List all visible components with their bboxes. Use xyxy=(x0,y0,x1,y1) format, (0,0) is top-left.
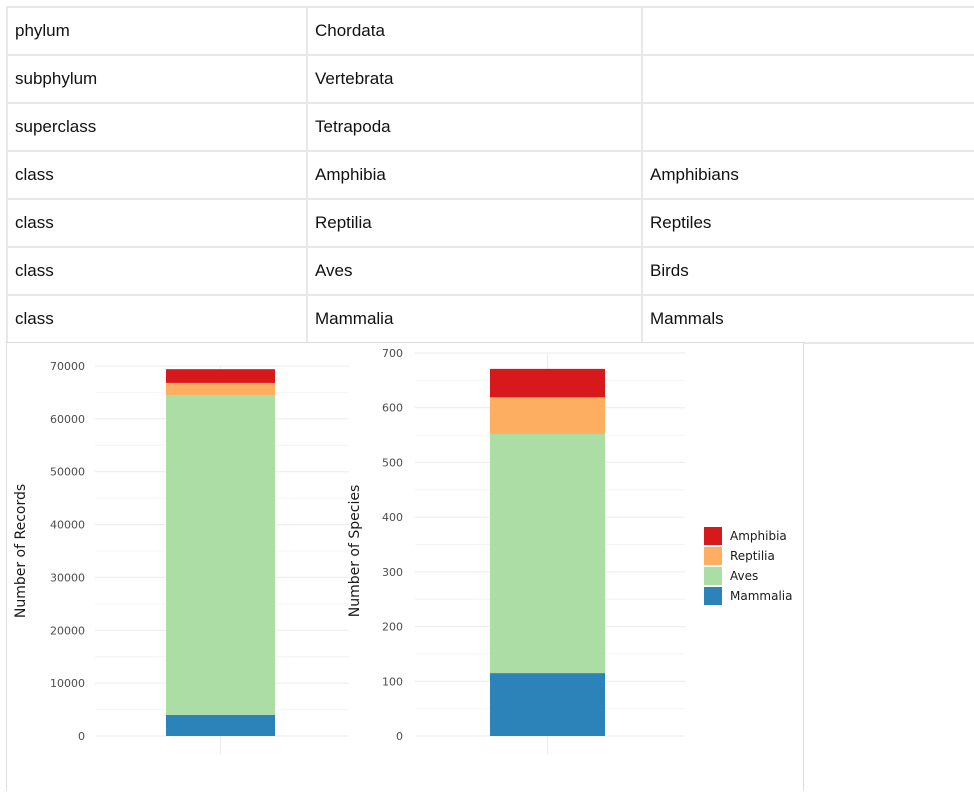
taxon-name-cell: Chordata xyxy=(306,6,643,56)
y-axis-title: Number of Records xyxy=(13,484,29,618)
table-row: class Amphibia Amphibians xyxy=(6,150,974,200)
common-name-cell: Amphibians xyxy=(641,150,974,200)
rank-cell: phylum xyxy=(6,6,308,56)
legend-label: Reptilia xyxy=(730,549,775,563)
taxon-name-cell: Aves xyxy=(306,246,643,296)
y-tick-label: 60000 xyxy=(50,413,85,426)
bar-segment-reptilia xyxy=(490,397,605,434)
taxon-name-cell: Mammalia xyxy=(306,294,643,344)
common-name-cell: Birds xyxy=(641,246,974,296)
y-tick-label: 20000 xyxy=(50,624,85,637)
y-tick-label: 50000 xyxy=(50,466,85,479)
legend: Amphibia Reptilia Aves Mammalia xyxy=(704,527,792,605)
taxon-name-cell: Tetrapoda xyxy=(306,102,643,152)
legend-swatch-aves xyxy=(704,567,722,585)
bar-segment-amphibia xyxy=(166,369,275,383)
legend-label: Amphibia xyxy=(730,529,787,543)
legend-swatch-amphibia xyxy=(704,527,722,545)
table-row: class Aves Birds xyxy=(6,246,974,296)
rank-cell: class xyxy=(6,246,308,296)
charts-canvas: 0 10000 20000 30000 40000 50000 60000 70000 Numb… xyxy=(13,347,792,754)
table-row: superclass Tetrapoda xyxy=(6,102,974,152)
legend-label: Aves xyxy=(730,569,758,583)
legend-swatch-reptilia xyxy=(704,547,722,565)
y-tick-label: 40000 xyxy=(50,519,85,532)
legend-swatch-mammalia xyxy=(704,587,722,605)
y-tick-label: 400 xyxy=(382,511,403,524)
table-row: class Reptilia Reptiles xyxy=(6,198,974,248)
y-tick-label: 600 xyxy=(382,402,403,415)
rank-cell: class xyxy=(6,294,308,344)
common-name-cell: Mammals xyxy=(641,294,974,344)
chart-panel-1: 0 10000 20000 30000 40000 50000 60000 70000 Numb… xyxy=(13,360,349,754)
bar-segment-reptilia xyxy=(166,382,275,396)
y-tick-label: 100 xyxy=(382,675,403,688)
y-tick-label: 30000 xyxy=(50,571,85,584)
bar-segment-aves xyxy=(490,433,605,674)
rank-cell: class xyxy=(6,198,308,248)
rank-cell: subphylum xyxy=(6,54,308,104)
y-tick-label: 10000 xyxy=(50,677,85,690)
bar-segment-aves xyxy=(166,395,275,715)
y-axis-title: Number of Species xyxy=(347,485,363,618)
taxon-name-cell: Reptilia xyxy=(306,198,643,248)
rank-cell: class xyxy=(6,150,308,200)
common-name-cell: Reptiles xyxy=(641,198,974,248)
y-tick-label: 500 xyxy=(382,456,403,469)
bar-segment-mammalia xyxy=(490,673,605,736)
common-name-cell xyxy=(641,102,974,152)
bar-segment-mammalia xyxy=(166,714,275,736)
taxon-name-cell: Amphibia xyxy=(306,150,643,200)
table-row: phylum Chordata xyxy=(6,6,974,56)
common-name-cell xyxy=(641,6,974,56)
chart-panel-2: 0 100 200 300 400 500 600 700 Number of Species xyxy=(347,347,685,754)
y-tick-label: 200 xyxy=(382,621,403,634)
legend-label: Mammalia xyxy=(730,589,792,603)
table-row: subphylum Vertebrata xyxy=(6,54,974,104)
y-tick-label: 300 xyxy=(382,566,403,579)
common-name-cell xyxy=(641,54,974,104)
table-row: class Mammalia Mammals xyxy=(6,294,974,344)
taxonomy-table: phylum Chordata subphylum Vertebrata sup… xyxy=(6,6,974,344)
taxon-name-cell: Vertebrata xyxy=(306,54,643,104)
rank-cell: superclass xyxy=(6,102,308,152)
y-tick-label: 70000 xyxy=(50,360,85,373)
bar-segment-amphibia xyxy=(490,368,605,398)
y-tick-label: 700 xyxy=(382,347,403,360)
chart-figure: 0 10000 20000 30000 40000 50000 60000 70000 Numb… xyxy=(6,342,804,791)
y-tick-label: 0 xyxy=(396,730,403,743)
y-tick-label: 0 xyxy=(78,730,85,743)
